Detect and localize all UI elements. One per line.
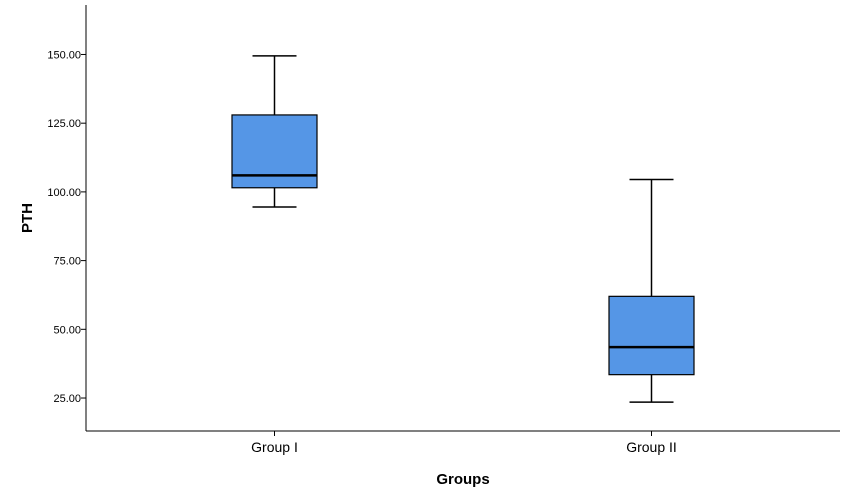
x-axis-title: Groups [436,471,489,488]
y-tick-label: 100.00 [47,187,81,199]
y-tick-label: 150.00 [47,49,81,61]
y-tick-label: 125.00 [47,118,81,130]
iqr-box [231,114,318,189]
box-2 [608,178,695,403]
x-tick-label: Group II [626,439,677,455]
box-1 [231,55,318,208]
y-tick-label: 50.00 [53,324,81,336]
y-tick-label: 75.00 [53,256,81,268]
iqr-box [608,295,695,376]
y-tick-label: 25.00 [53,393,81,405]
x-ticks: Group I Group II [251,431,677,455]
x-tick-label: Group I [251,439,298,455]
y-axis-title: PTH [19,203,36,233]
y-ticks: 25.00 50.00 75.00 100.00 125.00 150.00 [47,49,86,405]
axes [85,5,840,432]
boxes [231,55,695,403]
